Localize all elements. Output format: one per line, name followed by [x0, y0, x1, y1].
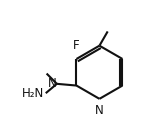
Text: N: N: [47, 77, 56, 90]
Text: F: F: [73, 39, 79, 52]
Text: H₂N: H₂N: [22, 87, 44, 100]
Text: N: N: [95, 104, 104, 117]
